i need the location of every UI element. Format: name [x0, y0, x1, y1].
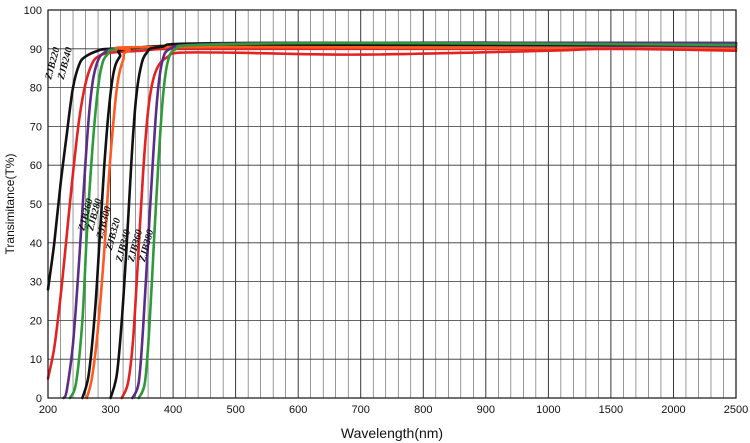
y-tick-label: 90	[30, 44, 42, 56]
x-tick-label: 2500	[724, 404, 748, 416]
x-tick-label: 400	[164, 404, 182, 416]
x-tick-label: 200	[39, 404, 57, 416]
x-tick-label: 500	[226, 404, 244, 416]
y-tick-label: 40	[30, 238, 42, 250]
x-tick-label: 300	[101, 404, 119, 416]
series-line-zjb360	[120, 47, 738, 400]
chart-series	[46, 41, 738, 400]
x-axis-ticks: 200 300 400 500 600 700 800 900 1000 1500 2000 2500	[39, 404, 748, 416]
x-tick-label: 1000	[536, 404, 560, 416]
y-tick-label: 20	[30, 315, 42, 327]
x-tick-label: 700	[352, 404, 370, 416]
x-tick-label: 2000	[661, 404, 685, 416]
y-tick-label: 0	[36, 393, 42, 405]
x-tick-label: 900	[477, 404, 495, 416]
y-tick-label: 80	[30, 83, 42, 95]
x-tick-label: 800	[414, 404, 432, 416]
y-tick-label: 30	[30, 277, 42, 289]
y-axis-ticks: 0 10 20 30 40 50 60 70 80 90 100	[24, 5, 42, 405]
y-tick-label: 100	[24, 5, 42, 17]
y-axis-title: Transimitance(T%)	[3, 154, 17, 255]
x-axis-title: Wavelength(nm)	[341, 425, 443, 441]
series-line-zjb320	[85, 45, 738, 400]
y-tick-label: 50	[30, 199, 42, 211]
y-tick-label: 10	[30, 354, 42, 366]
x-tick-label: 1500	[599, 404, 623, 416]
plot-frame	[47, 9, 737, 399]
x-tick-label: 600	[289, 404, 307, 416]
series-line-zjb390	[137, 41, 738, 400]
series-line-zjb240	[46, 47, 738, 380]
y-tick-label: 60	[30, 160, 42, 172]
y-tick-label: 70	[30, 121, 42, 133]
series-line-zjb300	[81, 43, 738, 400]
chart-grid	[47, 9, 737, 399]
